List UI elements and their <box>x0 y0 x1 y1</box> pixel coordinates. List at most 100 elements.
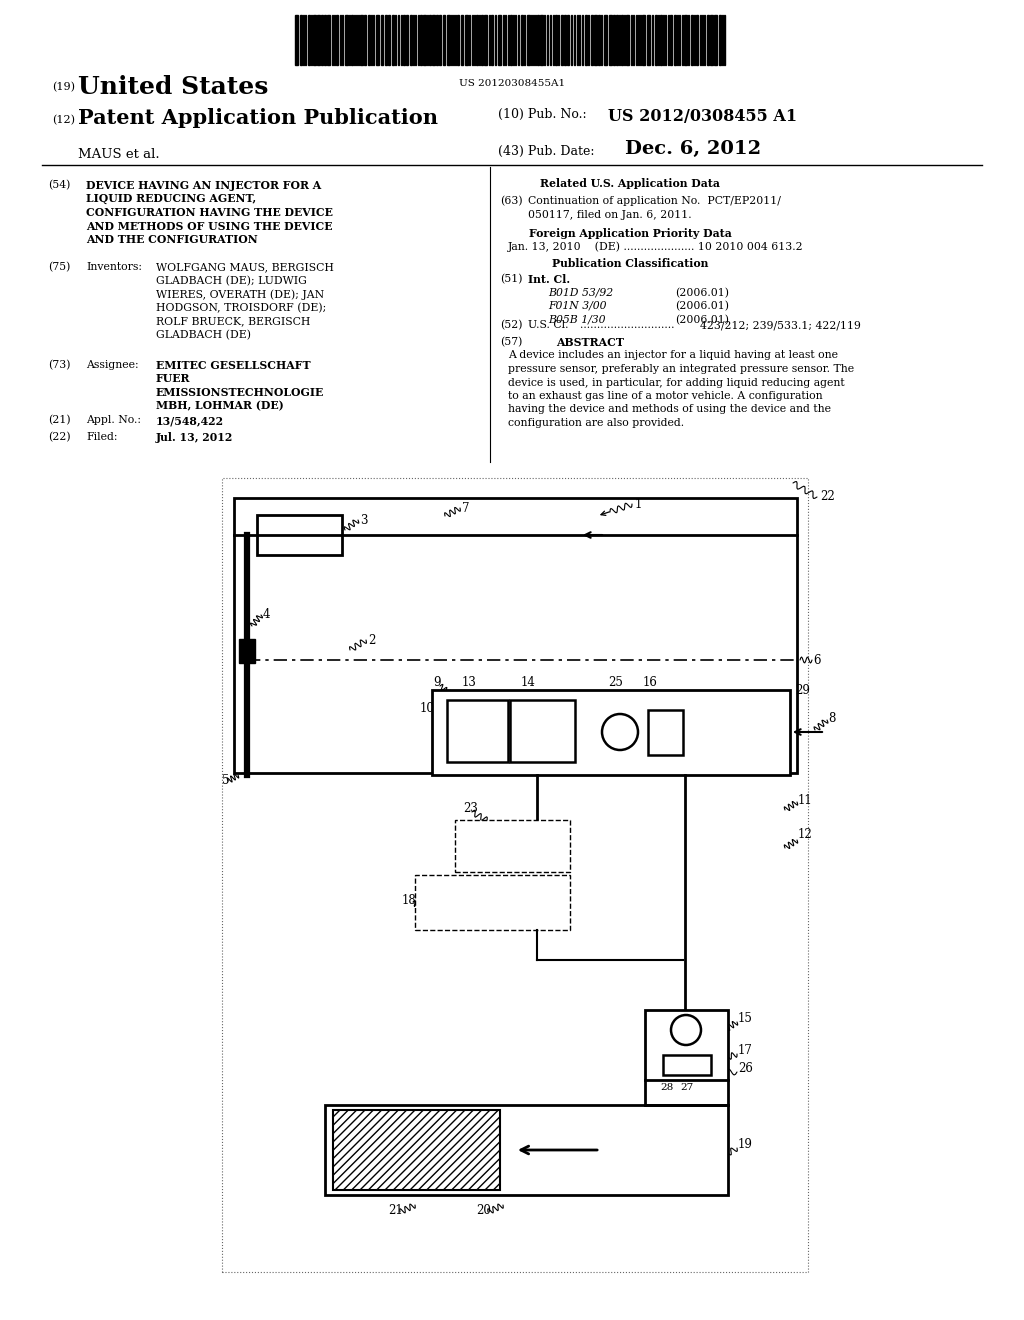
Bar <box>257 515 342 554</box>
Bar <box>645 1010 728 1080</box>
Bar <box>447 700 508 762</box>
Text: (57): (57) <box>500 337 522 347</box>
Bar <box>481 15 483 65</box>
Text: (2006.01): (2006.01) <box>675 314 729 325</box>
Text: 14: 14 <box>521 676 536 689</box>
Text: LIQUID REDUCING AGENT,: LIQUID REDUCING AGENT, <box>86 194 256 205</box>
Bar <box>707 15 709 65</box>
Text: Jul. 13, 2012: Jul. 13, 2012 <box>156 432 233 444</box>
Bar <box>351 15 353 65</box>
Text: CONFIGURATION HAVING THE DEVICE: CONFIGURATION HAVING THE DEVICE <box>86 207 333 218</box>
Text: (52): (52) <box>500 319 522 330</box>
Text: (21): (21) <box>48 414 71 425</box>
Bar <box>443 15 445 65</box>
Bar <box>313 15 316 65</box>
Bar <box>594 15 597 65</box>
Text: AND METHODS OF USING THE DEVICE: AND METHODS OF USING THE DEVICE <box>86 220 333 231</box>
Text: 3: 3 <box>360 513 368 527</box>
Text: Jan. 13, 2010    (DE) ..................... 10 2010 004 613.2: Jan. 13, 2010 (DE) .....................… <box>508 242 804 252</box>
Text: 13/548,422: 13/548,422 <box>156 414 224 426</box>
Text: 11: 11 <box>798 793 813 807</box>
Text: AND THE CONFIGURATION: AND THE CONFIGURATION <box>86 234 258 246</box>
Text: B01D 53/92: B01D 53/92 <box>548 288 613 297</box>
Bar <box>345 15 348 65</box>
Bar <box>336 15 338 65</box>
Text: B05B 1/30: B05B 1/30 <box>548 314 605 325</box>
Text: ............................: ............................ <box>580 319 675 330</box>
Bar <box>626 15 629 65</box>
Bar <box>609 15 612 65</box>
Bar <box>714 15 717 65</box>
Bar <box>295 15 298 65</box>
Text: 25: 25 <box>608 676 623 689</box>
Text: 7: 7 <box>462 502 469 515</box>
Text: 15: 15 <box>738 1011 753 1024</box>
Text: United States: United States <box>78 75 268 99</box>
Bar <box>616 15 618 65</box>
Text: 28: 28 <box>660 1084 673 1093</box>
Bar <box>663 1055 711 1074</box>
Text: (10) Pub. No.:: (10) Pub. No.: <box>498 108 587 121</box>
Bar <box>461 15 463 65</box>
Text: (43) Pub. Date:: (43) Pub. Date: <box>498 145 595 158</box>
Text: device is used, in particular, for adding liquid reducing agent: device is used, in particular, for addin… <box>508 378 845 388</box>
Bar <box>598 15 600 65</box>
Text: pressure sensor, preferably an integrated pressure sensor. The: pressure sensor, preferably an integrate… <box>508 364 854 374</box>
Bar <box>660 15 662 65</box>
Text: 22: 22 <box>820 491 835 503</box>
Bar <box>674 15 676 65</box>
Bar <box>388 15 390 65</box>
Bar <box>521 15 523 65</box>
Bar <box>376 15 379 65</box>
Bar <box>613 15 615 65</box>
Bar <box>385 15 387 65</box>
Text: FUER: FUER <box>156 374 190 384</box>
Text: US 2012/0308455 A1: US 2012/0308455 A1 <box>608 108 797 125</box>
Bar <box>239 639 255 663</box>
Text: 9: 9 <box>433 676 440 689</box>
Bar <box>457 15 459 65</box>
Text: 16: 16 <box>643 676 657 689</box>
Text: GLADBACH (DE): GLADBACH (DE) <box>156 330 251 339</box>
Text: (2006.01): (2006.01) <box>675 288 729 298</box>
Circle shape <box>602 714 638 750</box>
Bar <box>484 15 487 65</box>
Text: 1: 1 <box>635 498 642 511</box>
Bar <box>540 15 543 65</box>
Text: WIERES, OVERATH (DE); JAN: WIERES, OVERATH (DE); JAN <box>156 289 325 300</box>
Bar <box>308 15 310 65</box>
Bar <box>423 15 426 65</box>
Bar <box>300 15 302 65</box>
Text: Patent Application Publication: Patent Application Publication <box>78 108 438 128</box>
Bar <box>447 15 450 65</box>
Text: (54): (54) <box>48 180 71 190</box>
Text: Continuation of application No.  PCT/EP2011/: Continuation of application No. PCT/EP20… <box>528 195 781 206</box>
Bar <box>364 15 366 65</box>
Text: MAUS et al.: MAUS et al. <box>78 148 160 161</box>
Bar <box>324 15 326 65</box>
Bar <box>465 15 468 65</box>
Text: 6: 6 <box>813 653 820 667</box>
Bar <box>327 15 330 65</box>
Bar <box>591 15 593 65</box>
Bar <box>684 15 687 65</box>
Bar <box>333 1110 500 1191</box>
Bar <box>670 15 672 65</box>
Text: ABSTRACT: ABSTRACT <box>556 337 624 348</box>
Bar <box>317 15 319 65</box>
Text: Int. Cl.: Int. Cl. <box>528 275 570 285</box>
Text: Filed:: Filed: <box>86 432 118 442</box>
Text: HODGSON, TROISDORF (DE);: HODGSON, TROISDORF (DE); <box>156 302 327 313</box>
Text: (75): (75) <box>48 261 71 272</box>
Bar <box>710 15 713 65</box>
Text: Foreign Application Priority Data: Foreign Application Priority Data <box>528 228 731 239</box>
Circle shape <box>671 1015 701 1045</box>
Text: (12): (12) <box>52 115 75 125</box>
Text: 18: 18 <box>402 894 417 907</box>
Bar <box>368 15 370 65</box>
Text: Dec. 6, 2012: Dec. 6, 2012 <box>625 140 761 158</box>
Text: Inventors:: Inventors: <box>86 261 142 272</box>
Bar <box>555 15 557 65</box>
Bar <box>648 710 683 755</box>
Bar <box>510 700 575 762</box>
